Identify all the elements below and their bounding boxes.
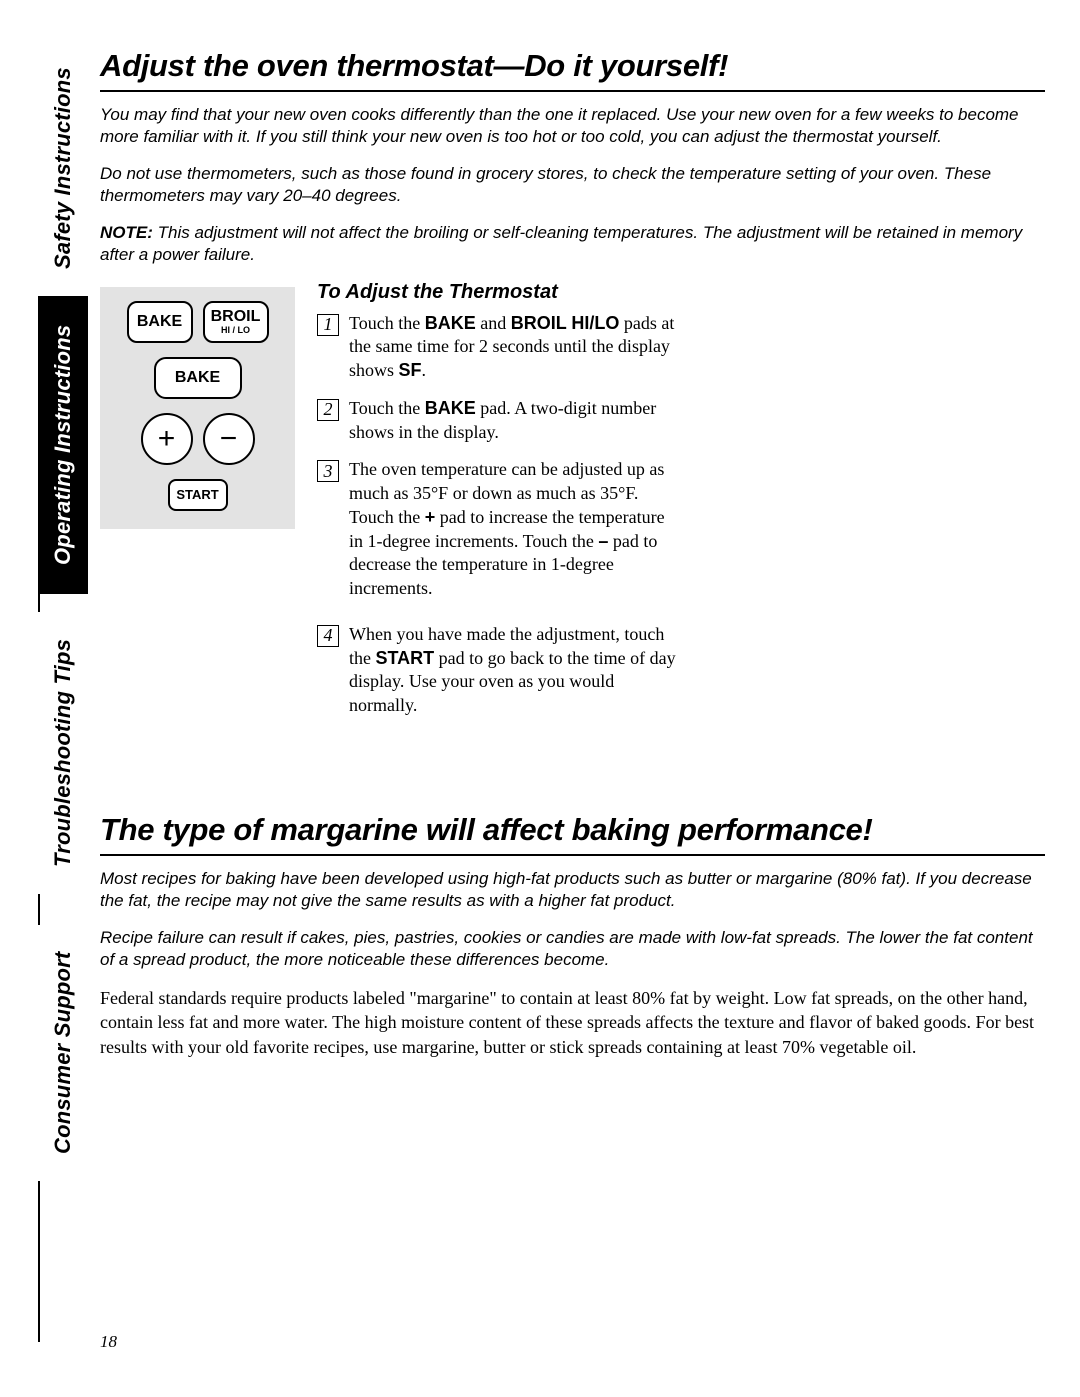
tab-consumer-support: Consumer Support [38,925,88,1181]
section1-title: Adjust the oven thermostat—Do it yoursel… [100,48,1045,84]
minus-pad: − [203,413,255,465]
page-number: 18 [100,1332,117,1352]
section2-p2: Recipe failure can result if cakes, pies… [100,927,1045,972]
sidebar-tabs: Safety Instructions Operating Instructio… [38,40,88,1342]
step-num-2: 2 [317,399,339,421]
step-num-1: 1 [317,314,339,336]
step-1: 1 Touch the BAKE and BROIL HI/LO pads at… [317,312,1045,383]
start-pad: START [168,479,228,511]
plus-pad: + [141,413,193,465]
tab-troubleshooting: Troubleshooting Tips [38,612,88,894]
page-content: Adjust the oven thermostat—Do it yoursel… [100,48,1045,1060]
step-text-2: Touch the BAKE pad. A two-digit number s… [349,397,679,445]
section2-p1: Most recipes for baking have been develo… [100,868,1045,913]
section2-p3: Federal standards require products label… [100,986,1045,1060]
section2: The type of margarine will affect baking… [100,812,1045,1060]
step-4: 4 When you have made the adjustment, tou… [317,623,1045,718]
thermostat-columns: BAKE BROIL HI / LO BAKE + − START To Adj… [100,281,1045,732]
section2-rule [100,854,1045,856]
control-pad-diagram: BAKE BROIL HI / LO BAKE + − START [100,287,295,529]
section1-p1: You may find that your new oven cooks di… [100,104,1045,149]
broil-pad: BROIL HI / LO [203,301,269,343]
tab-operating: Operating Instructions [38,296,88,594]
steps-column: To Adjust the Thermostat 1 Touch the BAK… [317,281,1045,732]
steps-list: 1 Touch the BAKE and BROIL HI/LO pads at… [317,312,1045,718]
step-num-3: 3 [317,460,339,482]
section1-rule [100,90,1045,92]
step-2: 2 Touch the BAKE pad. A two-digit number… [317,397,1045,445]
tab-safety: Safety Instructions [38,40,88,296]
step-3: 3 The oven temperature can be adjusted u… [317,458,1045,601]
bake-pad-2: BAKE [154,357,242,399]
thermostat-subhead: To Adjust the Thermostat [317,281,1045,304]
step-num-4: 4 [317,625,339,647]
section1-p2: Do not use thermometers, such as those f… [100,163,1045,208]
section1-note: NOTE: This adjustment will not affect th… [100,222,1045,267]
step-text-1: Touch the BAKE and BROIL HI/LO pads at t… [349,312,679,383]
step-text-4: When you have made the adjustment, touch… [349,623,679,718]
pad-row-plusminus: + − [141,413,255,465]
section2-title: The type of margarine will affect baking… [100,812,1045,848]
note-text: This adjustment will not affect the broi… [100,223,1022,264]
bake-pad: BAKE [127,301,193,343]
broil-label: BROIL [211,309,261,325]
broil-sub: HI / LO [221,326,250,335]
step-text-3: The oven temperature can be adjusted up … [349,458,679,601]
note-label: NOTE: [100,223,153,242]
pad-row-1: BAKE BROIL HI / LO [127,301,269,343]
